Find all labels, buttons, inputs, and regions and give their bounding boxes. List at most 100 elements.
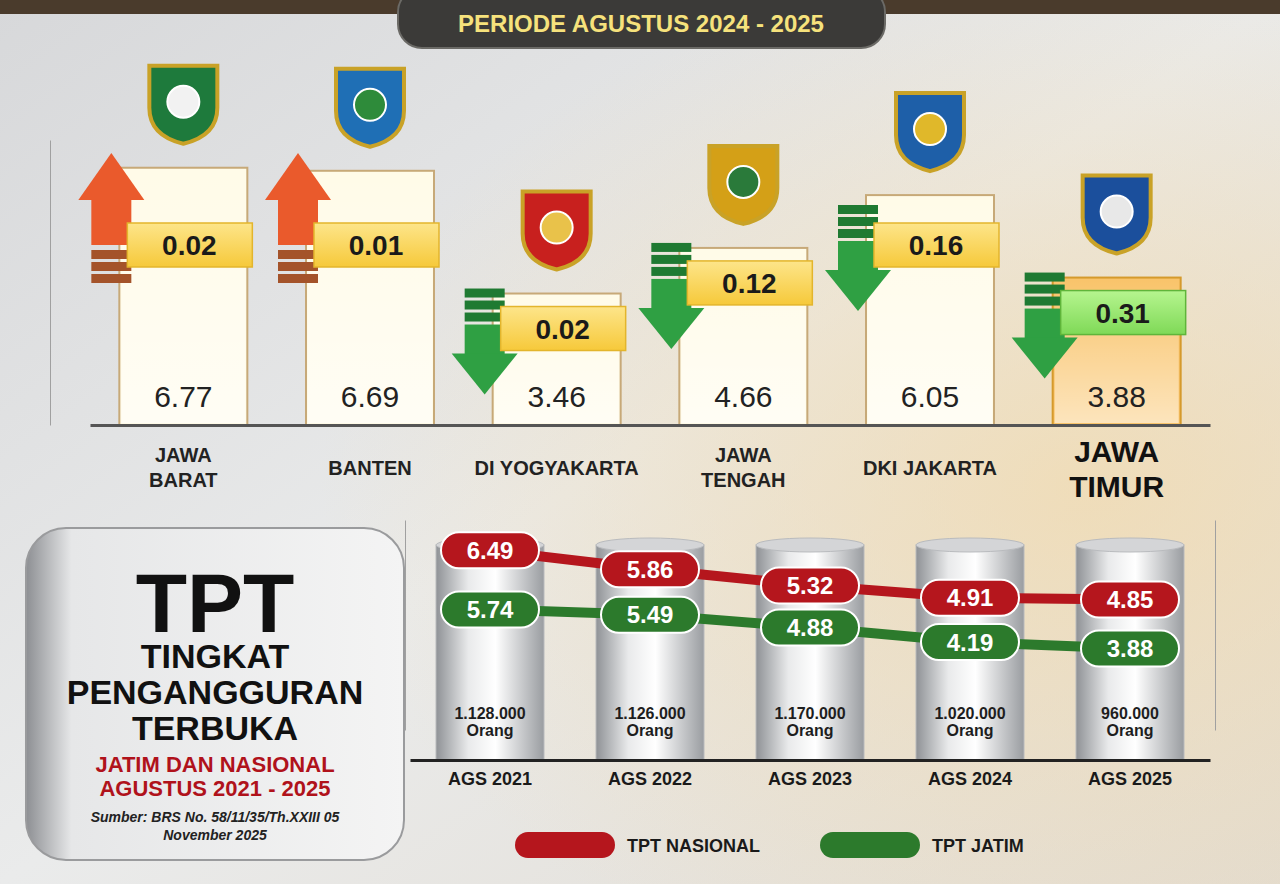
bar-shine [308, 173, 432, 423]
change-label: 0.16 [909, 230, 964, 261]
arrow-stripe [651, 243, 691, 252]
chart-title: PERIODE AGUSTUS 2024 - 2025 [458, 10, 824, 37]
tick-label-line: TENGAH [701, 469, 785, 491]
data-label: 3.88 [1107, 635, 1154, 662]
arrow-stripe [838, 205, 878, 214]
tick-label: AGS 2021 [448, 769, 532, 789]
arrow-head [638, 308, 704, 349]
count-label: 1.126.000Orang [614, 705, 685, 739]
arrow-shaft [1025, 309, 1065, 339]
logo-emblem [914, 113, 946, 145]
bar [306, 171, 434, 425]
logo [709, 146, 777, 224]
label-pill [441, 591, 539, 627]
change-label: 0.01 [349, 230, 404, 261]
label-pill [761, 610, 859, 646]
caption-line: JATIM DAN NASIONAL [95, 752, 334, 777]
caption-line: AGUSTUS 2021 - 2025 [99, 776, 330, 801]
change-pill [874, 223, 999, 267]
count-label-line: 960.000 [1101, 705, 1159, 722]
arrow-head [825, 270, 891, 311]
changes: 0.020.010.020.120.160.31 [78, 153, 1185, 395]
tick: AGS 2025 [1088, 769, 1172, 789]
legend-label: TPT JATIM [932, 836, 1024, 856]
legend: TPT NASIONALTPT JATIM [515, 832, 1024, 858]
column-top [596, 538, 704, 552]
value-label: 3.46 [527, 380, 585, 413]
count-label-line: 1.020.000 [934, 705, 1005, 722]
y2-axis [1215, 521, 1216, 731]
line [490, 550, 1130, 599]
column-top [756, 538, 864, 552]
count-label: 1.020.000Orang [934, 705, 1005, 739]
bar-shine [121, 170, 245, 423]
count-label-line: Orang [786, 722, 833, 739]
change-pill [127, 223, 252, 267]
label-pill [441, 532, 539, 568]
data-label: 5.86 [627, 556, 674, 583]
logo-shield [1083, 176, 1151, 254]
arrow-stripe [1025, 285, 1065, 294]
tick-label: JAWATIMUR [1069, 435, 1164, 503]
logo-emblem [541, 212, 573, 244]
tick: AGS 2023 [768, 769, 852, 789]
change-label: 0.31 [1095, 298, 1150, 329]
arrow-stripe [278, 250, 318, 259]
arrow-shaft [278, 199, 318, 245]
source-line: November 2025 [163, 827, 267, 843]
arrow-stripe [465, 313, 505, 322]
tick-label: DKI JAKARTA [863, 457, 997, 479]
value-label: 3.88 [1087, 380, 1145, 413]
tick: JAWATIMUR [1069, 435, 1164, 503]
arrow-stripe [838, 217, 878, 226]
logo [896, 93, 964, 171]
legend-swatch [515, 832, 615, 858]
data-label: 4.85 [1107, 586, 1154, 613]
label-pill [601, 551, 699, 587]
value-labels: 6.776.693.464.666.053.88 [154, 380, 1146, 413]
tick-label-line: TIMUR [1069, 470, 1164, 503]
tick-label-line: JAWA [1074, 435, 1159, 468]
logo-shield [336, 69, 404, 147]
y-axis [50, 141, 51, 426]
column [916, 545, 1024, 760]
change-label: 0.02 [535, 314, 590, 345]
arrow-stripe [91, 274, 131, 283]
column-top [916, 538, 1024, 552]
canvas: PERIODE AGUSTUS 2024 - 20250.020.010.020… [0, 0, 1280, 884]
title-panel: TPTTINGKATPENGANGGURANTERBUKAJATIM DAN N… [26, 528, 404, 860]
baseline [91, 424, 1211, 427]
logo [523, 192, 591, 270]
tick: DI YOGYAKARTA [475, 457, 639, 479]
logos [149, 66, 1150, 270]
title-bg [398, 0, 885, 48]
change-pill [1061, 291, 1186, 335]
count-label-line: Orang [1106, 722, 1153, 739]
count-label-line: Orang [466, 722, 513, 739]
value-label: 6.69 [341, 380, 399, 413]
tick-label: AGS 2022 [608, 769, 692, 789]
column [1076, 545, 1184, 760]
tick: JAWATENGAH [701, 444, 785, 491]
change-pill [314, 223, 439, 267]
arrow-shaft [838, 241, 878, 271]
logo [1083, 176, 1151, 254]
change-pill [687, 261, 812, 305]
source-line: Sumber: BRS No. 58/11/35/Th.XXIII 05 [91, 809, 340, 825]
arrow-head [452, 354, 518, 395]
count-label-line: Orang [626, 722, 673, 739]
arrow-stripe [465, 301, 505, 310]
background-glow [0, 0, 1280, 884]
tick-label-line: BARAT [149, 469, 218, 491]
value-label: 4.66 [714, 380, 772, 413]
arrow-stripe [465, 289, 505, 298]
panel-title: TPT [136, 556, 295, 650]
data-label: 4.19 [947, 629, 994, 656]
chart-root: PERIODE AGUSTUS 2024 - 20250.020.010.020… [0, 0, 1280, 884]
label-pill [921, 580, 1019, 616]
arrow-head [1012, 338, 1078, 379]
line-labels: 6.495.865.324.914.855.745.494.884.193.88 [441, 532, 1179, 666]
data-label: 5.49 [627, 601, 674, 628]
axis-line [50, 141, 51, 426]
subtitle-line: PENGANGGURAN [67, 673, 364, 711]
